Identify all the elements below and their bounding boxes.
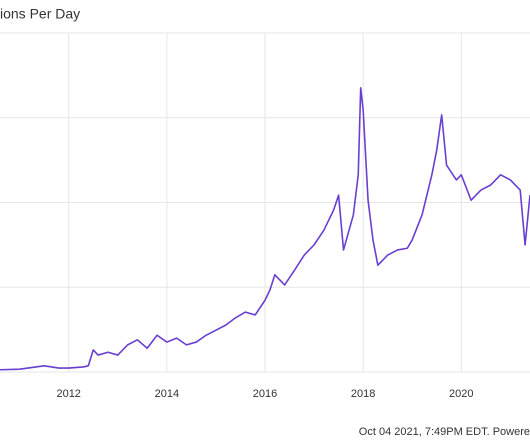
x-tick-label: 2020	[449, 388, 473, 400]
chart-title: ions Per Day	[0, 6, 80, 22]
x-tick-label: 2014	[155, 388, 179, 400]
data-line	[0, 87, 530, 371]
x-tick-label: 2018	[351, 388, 375, 400]
x-tick-label: 2012	[56, 388, 80, 400]
footer: Oct 04 2021, 7:49PM EDT. Powere	[359, 426, 530, 438]
x-tick-label: 2016	[253, 388, 277, 400]
